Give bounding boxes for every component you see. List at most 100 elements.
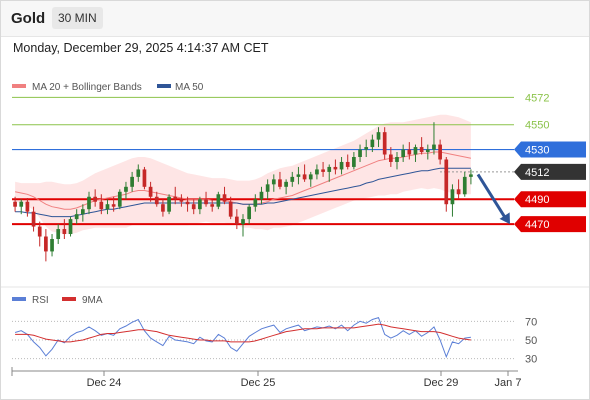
level-tag-4470 (514, 216, 586, 233)
level-label-4470: 4470 (525, 219, 549, 231)
x-tick-label: Dec 24 (87, 377, 122, 389)
candle-body (117, 191, 122, 207)
candle-body (50, 239, 54, 252)
candle-body (62, 229, 67, 235)
timestamp: Monday, December 29, 2025 4:14:37 AM CET (13, 41, 269, 55)
candle-body (105, 204, 110, 210)
candle-body (179, 199, 184, 202)
candle-body (345, 161, 350, 167)
bollinger-band-area (15, 114, 471, 234)
candle-body (161, 204, 165, 212)
forecast-arrow-shaft (476, 173, 508, 220)
x-tick-label: Dec 29 (424, 377, 459, 389)
x-tick-label: Dec 25 (241, 377, 276, 389)
candle-body (228, 201, 233, 217)
rsi-tick-70: 70 (525, 316, 537, 328)
candle-body (253, 199, 258, 207)
candle-body (278, 179, 282, 187)
candle-body (247, 206, 252, 220)
rsi-line (14, 316, 471, 359)
candle-body (191, 204, 196, 210)
rsi-tick-30: 30 (525, 354, 537, 366)
candle-body (407, 149, 412, 155)
candle-body (167, 196, 171, 212)
candle-body (31, 211, 36, 227)
candle-body (185, 201, 190, 205)
candle-body (321, 169, 325, 172)
candle-body (87, 196, 91, 210)
level-label-4490: 4490 (525, 194, 549, 206)
candle-body (259, 191, 264, 200)
candle-body (339, 161, 344, 170)
candle-body (19, 201, 24, 207)
candle-body (204, 199, 208, 205)
candle-body (234, 216, 239, 225)
candle-body (450, 189, 455, 205)
level-label-4512: 4512 (525, 167, 549, 179)
candle-body (419, 147, 424, 153)
candle-body (462, 176, 467, 195)
legend-ma50-swatch (157, 84, 171, 88)
candle-body (327, 166, 332, 172)
candle-body (296, 174, 301, 177)
candle-body (37, 226, 42, 237)
candle-body (290, 176, 295, 182)
candle-body (216, 194, 221, 207)
candle-body (68, 219, 73, 235)
x-tick-label: Jan 7 (495, 377, 522, 389)
candle-body (198, 199, 202, 210)
level-label-4550: 4550 (525, 120, 549, 132)
candle-body (388, 154, 393, 162)
candle-body (25, 201, 30, 212)
timeframe-button[interactable]: 30 MIN (52, 7, 103, 29)
legend-ma20-swatch (12, 84, 26, 88)
level-tag-4490 (514, 191, 586, 208)
rsi-ma-line (15, 323, 471, 343)
legend-rsi-ma-label: 9MA (82, 295, 103, 306)
candle-body (376, 132, 381, 140)
level-label-4530: 4530 (525, 145, 549, 157)
candle-body (173, 196, 178, 200)
candle-body (154, 196, 159, 205)
candle-body (74, 214, 79, 220)
candle-body (44, 236, 48, 252)
legend-ma50-label: MA 50 (175, 82, 204, 93)
legend-rsi-label: RSI (32, 295, 49, 306)
header-bar: Gold 30 MIN (0, 0, 590, 37)
candle-body (271, 179, 276, 185)
candle-body (333, 166, 338, 170)
candle-body (438, 144, 442, 160)
candle-body (358, 149, 362, 157)
candle-body (315, 169, 319, 175)
candle-body (148, 186, 153, 197)
candle-body (13, 201, 17, 207)
legend-rsi-ma-swatch (62, 297, 76, 301)
candle-body (111, 204, 116, 207)
ma50-line (15, 167, 471, 218)
candle-body (413, 147, 418, 155)
candle-body (222, 194, 227, 202)
candle-body (130, 176, 134, 187)
candle-body (456, 189, 461, 195)
candle-body (352, 157, 356, 167)
candle-body (302, 174, 307, 180)
candle-body (80, 209, 85, 215)
candle-body (308, 174, 313, 180)
candle-body (56, 229, 61, 239)
symbol-title: Gold (11, 10, 46, 27)
candle-body (432, 144, 436, 150)
candle-body (93, 196, 98, 202)
candle-body (241, 219, 245, 225)
candle-body (395, 157, 399, 162)
candle-body (210, 204, 215, 207)
level-tag-4512 (514, 163, 586, 180)
level-tag-4530 (514, 141, 586, 158)
candle-body (382, 132, 387, 155)
rsi-tick-50: 50 (525, 335, 537, 347)
candle-body (401, 149, 406, 157)
candle-body (364, 147, 369, 150)
legend-rsi-swatch (12, 297, 26, 301)
candle-body (370, 139, 375, 148)
candle-body (469, 174, 473, 177)
